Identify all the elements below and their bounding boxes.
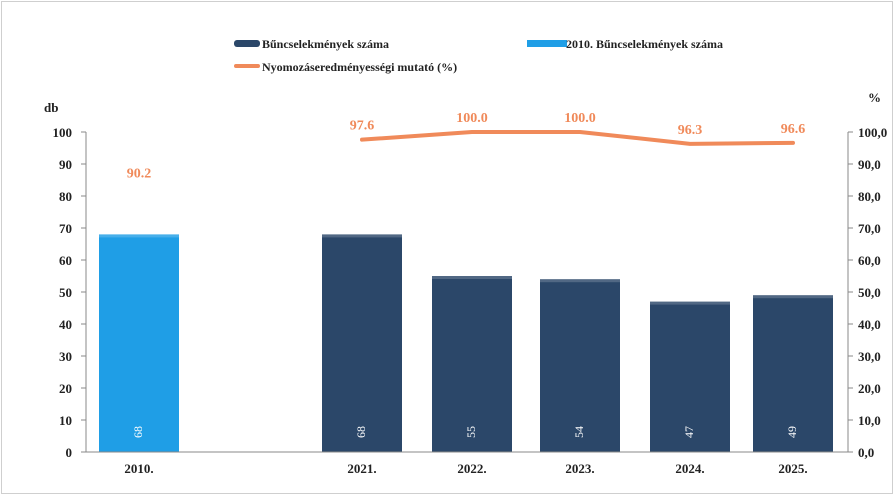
y-axis-left: 0 10 20 30 40 50 60 70 80 90 100 — [53, 125, 87, 460]
y-axis-left-tick-label: 40 — [59, 317, 72, 332]
rate-value-label: 96.3 — [678, 123, 703, 138]
y-axis-left-tick-label: 70 — [59, 221, 72, 236]
y-axis-right-tick-label: 40,0 — [858, 317, 881, 332]
y-axis-right-label: % — [868, 90, 881, 105]
bar-highlight — [540, 279, 620, 283]
bar-value-label: 68 — [354, 426, 368, 438]
bar-value-label: 54 — [572, 426, 586, 438]
rate-value-label: 90.2 — [127, 166, 152, 181]
y-axis-left-tick-label: 20 — [59, 381, 72, 396]
x-axis-tick-label: 2023. — [565, 461, 594, 476]
y-axis-left-tick-label: 80 — [59, 189, 72, 204]
bar-value-label: 55 — [464, 426, 478, 438]
bar — [650, 301, 730, 452]
bar — [322, 234, 402, 452]
x-axis: 2010. 2021. 2022. 2023. 2024. 2025. — [86, 451, 848, 476]
bar-value-label: 49 — [785, 426, 799, 438]
y-axis-left-tick-label: 0 — [66, 445, 73, 460]
bars: 68 68 55 54 47 49 — [99, 234, 833, 452]
legend-swatch-2010 — [527, 40, 567, 47]
x-axis-tick-label: 2010. — [124, 461, 153, 476]
y-axis-right-tick-label: 30,0 — [858, 349, 881, 364]
legend-item-2010: 2010. Bűncselekmények száma — [527, 37, 723, 51]
x-axis-tick-label: 2025. — [778, 461, 807, 476]
legend-item-rate: Nyomozáseredményességi mutató (%) — [234, 60, 457, 74]
x-axis-tick-label: 2022. — [457, 461, 486, 476]
y-axis-right-tick-label: 60,0 — [858, 253, 881, 268]
y-axis-left-label: db — [44, 100, 58, 115]
legend: Bűncselekmények száma 2010. Bűncselekmén… — [234, 37, 723, 74]
y-axis-left-tick-label: 60 — [59, 253, 72, 268]
y-axis-right-tick-label: 50,0 — [858, 285, 881, 300]
rate-line: 90.2 97.6 100.0 100.0 96.3 96.6 — [127, 111, 806, 181]
y-axis-right: 0,0 10,0 20,0 30,0 40,0 50,0 60,0 70,0 80,0 90,0 1… — [847, 125, 887, 460]
x-axis-tick-label: 2024. — [675, 461, 704, 476]
legend-item-count: Bűncselekmények száma — [234, 37, 389, 51]
legend-label-rate: Nyomozáseredményességi mutató (%) — [262, 60, 457, 74]
y-axis-right-tick-label: 0,0 — [858, 445, 874, 460]
y-axis-right-tick-label: 10,0 — [858, 413, 881, 428]
bar — [432, 276, 512, 452]
bar — [540, 279, 620, 452]
legend-swatch-count — [234, 40, 260, 47]
x-axis-tick-label: 2021. — [347, 461, 376, 476]
y-axis-right-tick-label: 80,0 — [858, 189, 881, 204]
y-axis-left-tick-label: 50 — [59, 285, 72, 300]
y-axis-right-tick-label: 90,0 — [858, 157, 881, 172]
y-axis-left-tick-label: 10 — [59, 413, 72, 428]
rate-value-label: 96.6 — [781, 122, 806, 137]
legend-label-count: Bűncselekmények száma — [262, 37, 389, 51]
bar-highlight — [322, 234, 402, 238]
y-axis-right-tick-label: 70,0 — [858, 221, 881, 236]
y-axis-left-tick-label: 100 — [53, 125, 73, 140]
y-axis-left-tick-label: 30 — [59, 349, 72, 364]
bar-highlight — [753, 295, 833, 299]
bar-highlight — [99, 234, 179, 238]
bar — [753, 295, 833, 452]
y-axis-right-tick-label: 20,0 — [858, 381, 881, 396]
rate-value-label: 100.0 — [564, 111, 596, 126]
y-axis-right-tick-label: 100,0 — [858, 125, 887, 140]
rate-line-path — [360, 130, 795, 146]
bar-highlight — [650, 301, 730, 305]
rate-value-label: 97.6 — [350, 119, 375, 134]
bar-highlight — [432, 276, 512, 279]
bar-value-label: 47 — [682, 426, 696, 438]
y-axis-left-tick-label: 90 — [59, 157, 72, 172]
bar — [99, 234, 179, 452]
rate-value-label: 100.0 — [456, 111, 488, 126]
bar-value-label: 68 — [131, 426, 145, 438]
legend-label-2010: 2010. Bűncselekmények száma — [566, 37, 723, 51]
legend-swatch-rate — [234, 64, 260, 68]
